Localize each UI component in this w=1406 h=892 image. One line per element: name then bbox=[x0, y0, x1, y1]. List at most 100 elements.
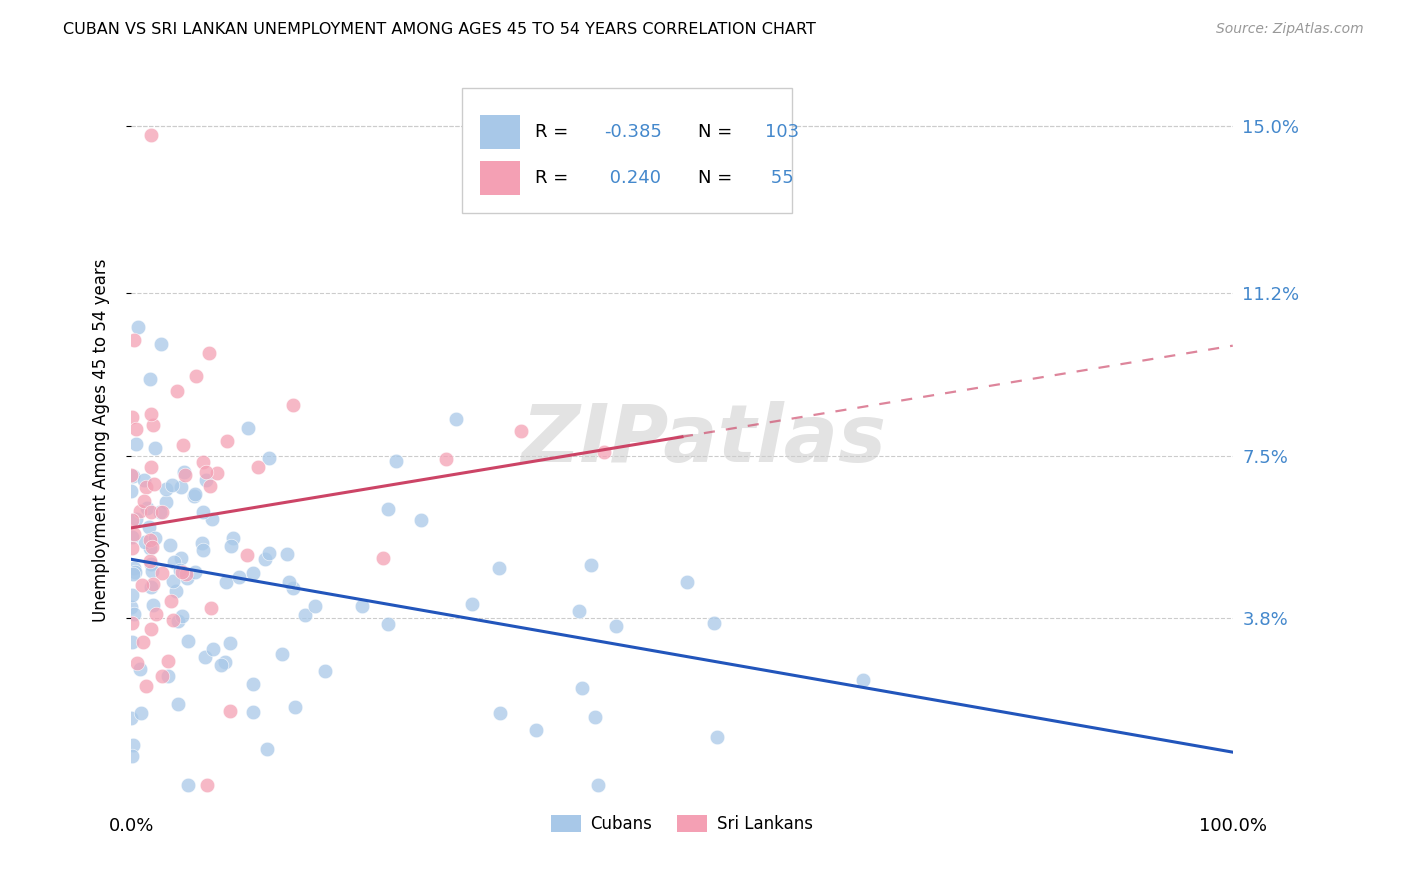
Point bbox=[377, 617, 399, 632]
Point bbox=[150, 505, 173, 519]
Point bbox=[120, 483, 142, 498]
Point bbox=[124, 565, 146, 579]
Point bbox=[242, 566, 264, 581]
Point bbox=[122, 527, 145, 541]
Point bbox=[135, 480, 157, 494]
Point bbox=[139, 558, 162, 572]
Point bbox=[142, 576, 165, 591]
Point bbox=[489, 706, 512, 720]
Point bbox=[139, 541, 162, 555]
Point bbox=[125, 511, 148, 525]
Point bbox=[170, 609, 193, 624]
Point bbox=[174, 468, 197, 483]
Point bbox=[184, 565, 207, 579]
Point bbox=[150, 669, 173, 683]
Point bbox=[145, 607, 167, 621]
Point bbox=[155, 483, 177, 497]
Point bbox=[120, 467, 142, 482]
Point bbox=[377, 502, 399, 516]
Point bbox=[142, 598, 165, 612]
Point bbox=[173, 465, 195, 479]
Point bbox=[176, 571, 198, 585]
Point bbox=[706, 731, 728, 745]
Point bbox=[276, 547, 298, 561]
Point bbox=[141, 505, 163, 519]
Point bbox=[143, 531, 166, 545]
Point bbox=[195, 779, 218, 793]
Point bbox=[215, 434, 238, 448]
Point bbox=[385, 454, 408, 468]
Point bbox=[207, 467, 229, 481]
Point bbox=[191, 505, 214, 519]
Point bbox=[121, 748, 143, 763]
Point bbox=[132, 494, 155, 508]
Point bbox=[524, 723, 547, 738]
Point bbox=[278, 574, 301, 589]
Text: N =: N = bbox=[699, 169, 738, 187]
Point bbox=[159, 539, 181, 553]
Point bbox=[141, 540, 163, 554]
Point bbox=[236, 548, 259, 562]
Point bbox=[247, 459, 270, 474]
Point bbox=[139, 554, 162, 568]
Point bbox=[593, 445, 616, 459]
Point bbox=[122, 738, 145, 752]
Point bbox=[191, 455, 214, 469]
Point bbox=[411, 513, 433, 527]
Point bbox=[135, 501, 157, 516]
Point bbox=[121, 541, 143, 556]
Point bbox=[129, 504, 152, 518]
Point bbox=[586, 779, 609, 793]
Point bbox=[209, 658, 232, 673]
Point bbox=[131, 578, 153, 592]
Point bbox=[155, 494, 177, 508]
Point bbox=[141, 407, 163, 421]
Point bbox=[238, 421, 260, 435]
Point bbox=[257, 546, 280, 560]
Point bbox=[124, 561, 146, 575]
Point bbox=[254, 551, 277, 566]
Point bbox=[163, 555, 186, 569]
Point bbox=[242, 677, 264, 691]
Text: CUBAN VS SRI LANKAN UNEMPLOYMENT AMONG AGES 45 TO 54 YEARS CORRELATION CHART: CUBAN VS SRI LANKAN UNEMPLOYMENT AMONG A… bbox=[63, 22, 815, 37]
Point bbox=[138, 520, 160, 534]
Point bbox=[160, 594, 183, 608]
Point bbox=[139, 533, 162, 548]
Point bbox=[121, 513, 143, 527]
Point bbox=[169, 563, 191, 577]
FancyBboxPatch shape bbox=[481, 115, 520, 149]
Point bbox=[167, 697, 190, 711]
Point bbox=[132, 473, 155, 487]
Point bbox=[460, 598, 482, 612]
Point bbox=[186, 368, 208, 383]
Point bbox=[200, 600, 222, 615]
Text: -0.385: -0.385 bbox=[603, 123, 662, 141]
Point bbox=[120, 711, 142, 725]
Point bbox=[177, 779, 200, 793]
Point bbox=[851, 673, 873, 687]
Point bbox=[219, 539, 242, 553]
Point bbox=[194, 650, 217, 665]
Text: R =: R = bbox=[536, 169, 575, 187]
Point bbox=[222, 531, 245, 545]
Point bbox=[127, 656, 149, 670]
Point bbox=[215, 574, 238, 589]
Point bbox=[143, 442, 166, 456]
Point bbox=[157, 669, 180, 683]
Point bbox=[294, 607, 316, 622]
Point bbox=[219, 635, 242, 649]
Y-axis label: Unemployment Among Ages 45 to 54 years: Unemployment Among Ages 45 to 54 years bbox=[93, 259, 110, 622]
Point bbox=[127, 320, 149, 334]
Point bbox=[125, 421, 148, 435]
Point bbox=[121, 409, 143, 424]
Point bbox=[256, 742, 278, 756]
Point bbox=[184, 487, 207, 501]
Point bbox=[283, 581, 305, 595]
Point bbox=[170, 551, 193, 566]
Point bbox=[134, 534, 156, 549]
Point bbox=[314, 664, 336, 678]
Point bbox=[122, 607, 145, 622]
Point bbox=[228, 570, 250, 584]
Point bbox=[191, 536, 214, 550]
Point bbox=[579, 558, 602, 572]
